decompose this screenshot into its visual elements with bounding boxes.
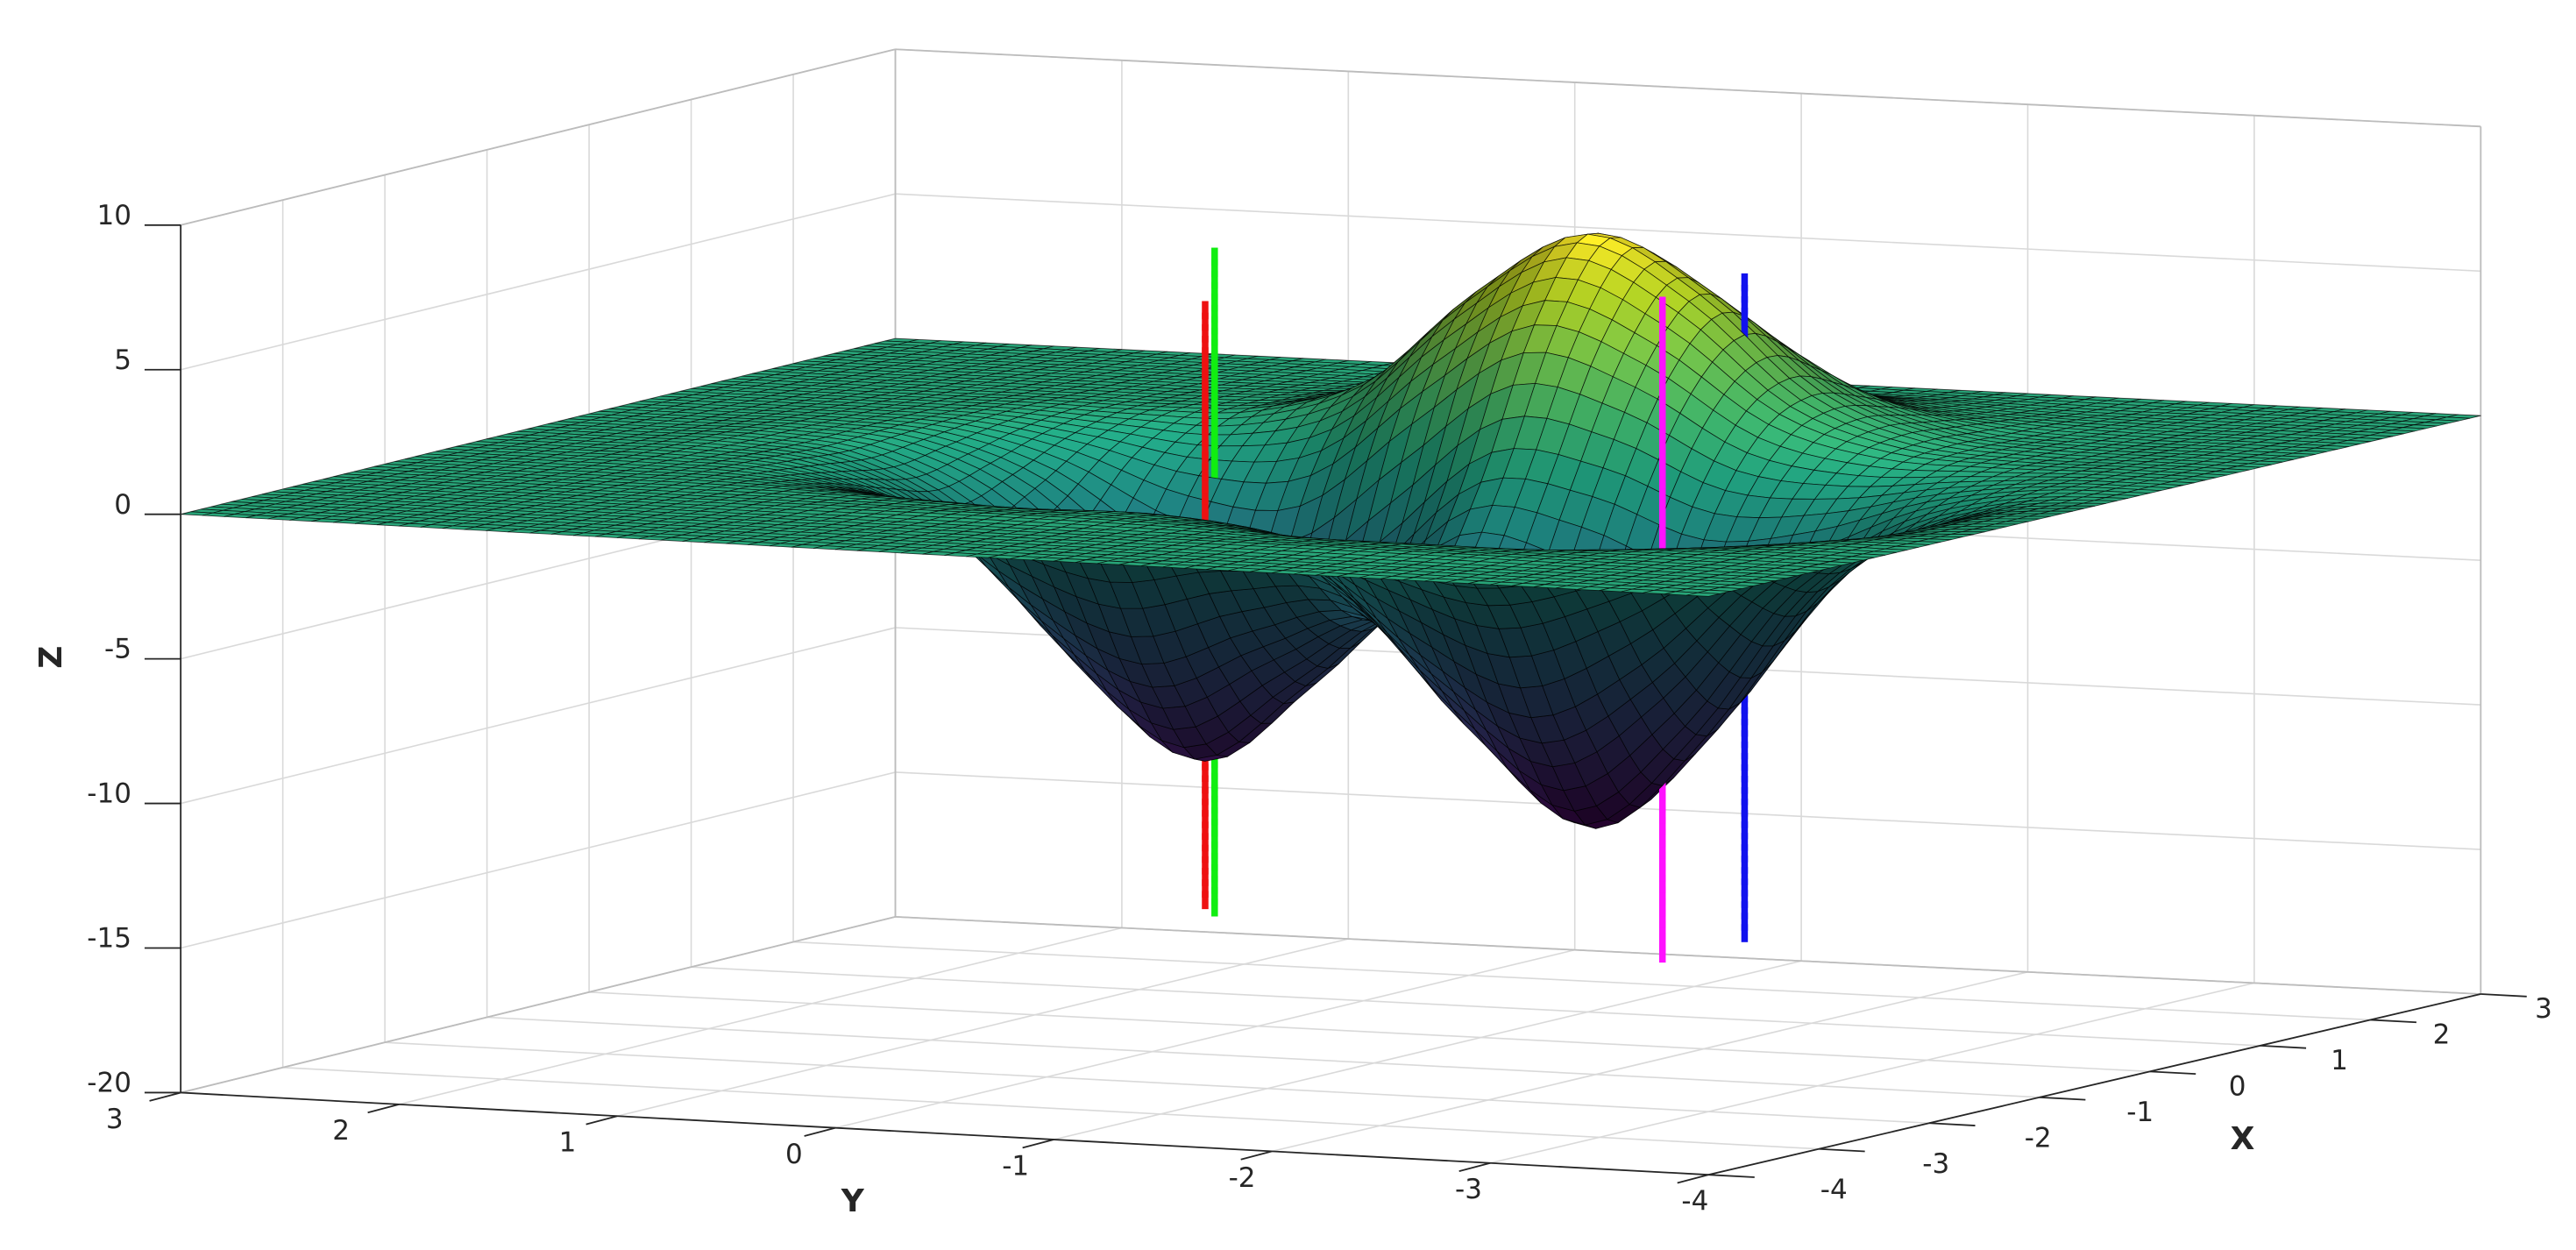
grid-line — [282, 1067, 1820, 1150]
surface — [180, 232, 2481, 963]
grid-line — [895, 771, 2481, 850]
grid-line — [180, 771, 896, 949]
box-edge — [180, 48, 896, 226]
box-edge — [895, 48, 2481, 128]
grid-line — [180, 627, 896, 805]
grid-line — [895, 193, 2481, 273]
grid-line — [399, 927, 1123, 1105]
grid-line — [793, 941, 2371, 1021]
grid-line — [1054, 960, 1802, 1140]
grid-line — [385, 1041, 1930, 1125]
grid-line — [486, 1016, 2040, 1098]
grid-line — [1490, 982, 2255, 1164]
grid-line — [180, 193, 896, 371]
grid-line — [589, 991, 2150, 1073]
grid-line — [835, 948, 1575, 1129]
box-edge — [895, 915, 2481, 995]
grid-line — [617, 938, 1349, 1118]
box-edge — [180, 916, 896, 1094]
grid-line — [1272, 971, 2028, 1153]
grid-line — [691, 966, 2260, 1047]
